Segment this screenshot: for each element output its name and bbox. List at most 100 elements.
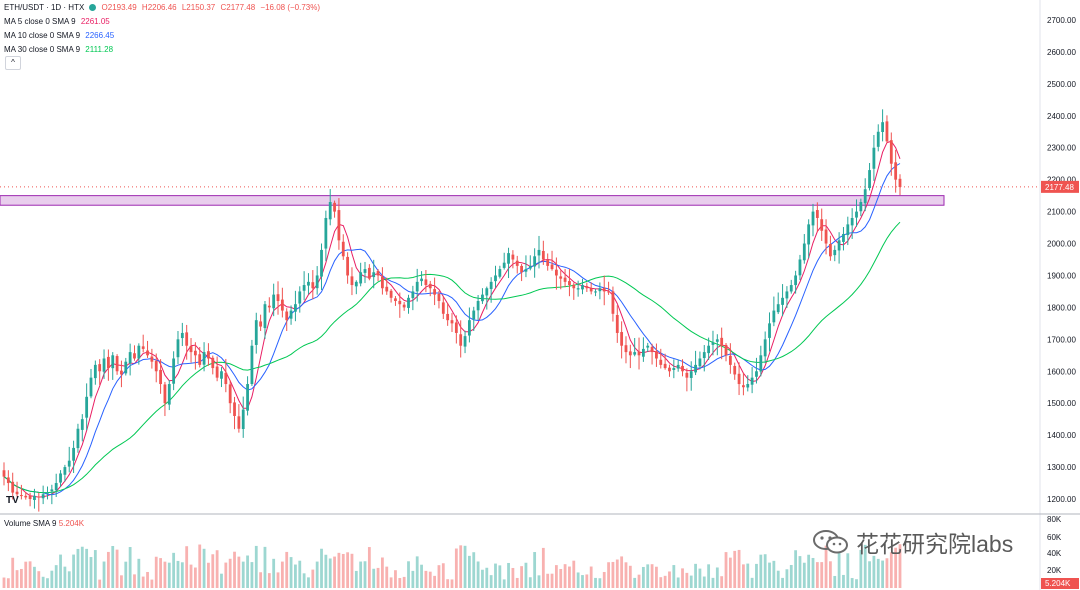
- volume-bar: [802, 562, 806, 588]
- volume-bar: [411, 570, 415, 588]
- volume-bar: [115, 549, 119, 588]
- volume-bar: [842, 574, 845, 588]
- volume-value: 5.204K: [58, 519, 85, 528]
- candle-body: [589, 288, 593, 292]
- volume-bar: [807, 554, 811, 588]
- candle-body: [324, 217, 328, 249]
- volume-bar: [568, 566, 571, 588]
- volume-bar: [41, 576, 45, 588]
- volume-bar: [441, 563, 445, 588]
- candle-body: [759, 355, 763, 372]
- volume-bar: [450, 579, 454, 588]
- volume-bar: [285, 551, 289, 588]
- candle-body: [420, 278, 423, 282]
- candle-body: [241, 409, 245, 430]
- candle-body: [11, 481, 15, 493]
- candle-body: [615, 314, 619, 333]
- volume-bar: [198, 544, 202, 588]
- volume-bar: [302, 573, 306, 588]
- volume-bar: [624, 562, 628, 588]
- volume-bar: [607, 562, 610, 588]
- volume-bar: [76, 548, 80, 588]
- candle-body: [24, 495, 28, 498]
- volume-bar: [811, 557, 815, 588]
- volume-bar: [237, 556, 241, 588]
- volume-bar: [402, 576, 406, 588]
- volume-bar: [541, 547, 545, 588]
- volume-bar: [554, 565, 558, 588]
- candle-body: [811, 211, 815, 226]
- volume-bar: [354, 570, 358, 588]
- candle-body: [554, 269, 558, 276]
- last-price-badge: [1041, 180, 1079, 193]
- tradingview-logo[interactable]: TV: [6, 495, 19, 506]
- collapse-legend-button[interactable]: ^: [5, 56, 21, 70]
- volume-bar: [141, 576, 145, 588]
- candle-body: [702, 352, 706, 359]
- volume-bar: [93, 550, 97, 588]
- candle-body: [755, 371, 758, 377]
- candle-body: [137, 345, 141, 359]
- candle-body: [124, 361, 128, 374]
- candle-body: [189, 345, 193, 353]
- candle-body: [807, 224, 811, 245]
- candle-body: [424, 279, 428, 286]
- candle-body: [663, 363, 667, 369]
- volume-bar: [267, 573, 271, 588]
- candle-body: [446, 313, 450, 321]
- volume-tick-label: 80K: [1047, 515, 1062, 524]
- candle-body: [581, 285, 584, 290]
- ma10-label: MA 10 close 0 SMA 9: [4, 31, 81, 40]
- candle-body: [650, 346, 654, 353]
- volume-bar: [759, 554, 763, 588]
- volume-bar: [702, 576, 706, 588]
- ohlc-low: L2150.37: [181, 3, 216, 12]
- volume-bar: [463, 545, 467, 588]
- ma10-legend[interactable]: MA 10 close 0 SMA 9 2266.45: [4, 31, 117, 40]
- volume-bar: [372, 568, 376, 588]
- volume-bar: [498, 565, 502, 588]
- volume-bar: [241, 561, 245, 588]
- volume-bar: [815, 562, 819, 588]
- candle-body: [19, 495, 23, 497]
- volume-bar: [550, 573, 554, 588]
- candle-body: [889, 140, 893, 164]
- volume-bar: [685, 572, 689, 588]
- price-tick-label: 2500.00: [1047, 80, 1076, 89]
- volume-bar: [150, 579, 154, 588]
- volume-bar: [581, 575, 584, 588]
- candle-body: [572, 284, 576, 289]
- volume-bar: [476, 561, 480, 588]
- volume-bar: [563, 564, 567, 588]
- volume-legend[interactable]: Volume SMA 9 5.204K: [4, 519, 84, 528]
- volume-bar: [829, 561, 832, 588]
- volume-tick-label: 40K: [1047, 549, 1062, 558]
- ma5-legend[interactable]: MA 5 close 0 SMA 9 2261.05: [4, 17, 113, 26]
- volume-bar: [15, 570, 19, 588]
- candle-body: [829, 244, 832, 257]
- volume-bar: [598, 578, 602, 588]
- volume-bar: [707, 564, 711, 588]
- ma10-value: 2266.45: [85, 31, 115, 40]
- volume-bar: [889, 552, 893, 588]
- candle-body: [785, 291, 789, 299]
- symbol-label[interactable]: ETH/USDT · 1D · HTX: [4, 3, 85, 12]
- volume-bar: [228, 558, 232, 588]
- volume-bar: [528, 577, 532, 588]
- volume-bar: [307, 577, 310, 588]
- price-tick-label: 1600.00: [1047, 367, 1076, 376]
- volume-bar: [294, 564, 297, 588]
- volume-bar: [180, 562, 184, 588]
- volume-badge: [1041, 578, 1079, 589]
- candle-body: [733, 365, 737, 375]
- candle-body: [59, 473, 62, 483]
- volume-bar: [781, 577, 784, 588]
- ma30-legend[interactable]: MA 30 close 0 SMA 9 2111.28: [4, 45, 116, 54]
- volume-bar: [711, 577, 715, 588]
- candle-body: [628, 351, 632, 356]
- volume-bar: [546, 573, 550, 588]
- volume-bar: [776, 570, 780, 588]
- volume-bar: [363, 561, 367, 588]
- volume-bar: [124, 561, 128, 588]
